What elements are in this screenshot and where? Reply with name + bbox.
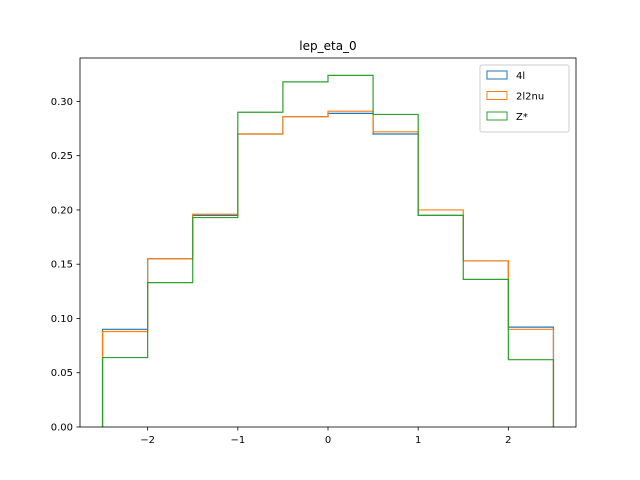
- axes-layer: −2 −1 0 1 2 0.00 0.05 0.10 0.15 0.20 0.25 0.30: [51, 57, 577, 446]
- y-tick-label: 0.20: [51, 205, 73, 216]
- y-tick-label: 0.25: [51, 151, 73, 162]
- chart-title: lep_eta_0: [299, 39, 356, 53]
- series-line-1: [101, 110, 555, 427]
- y-tick-label: 0.15: [51, 260, 73, 271]
- y-tick-label: 0.30: [51, 97, 73, 108]
- legend-swatch-2: [486, 111, 508, 121]
- series-line-2: [101, 74, 555, 427]
- legend-box: [479, 64, 570, 133]
- legend-label-1: 2l2nu: [516, 92, 544, 103]
- legend-label-2: Z*: [516, 112, 528, 123]
- legend-label-0: 4l: [516, 71, 525, 82]
- legend-swatch-0: [486, 70, 508, 80]
- x-tick-label: 2: [505, 435, 511, 446]
- legend: 4l 2l2nu Z*: [479, 64, 570, 133]
- x-tick-label: −1: [230, 435, 245, 446]
- y-tick-label: 0.00: [51, 423, 73, 434]
- series-layer: [101, 74, 555, 427]
- x-tick-label: −2: [140, 435, 155, 446]
- legend-swatch-1: [486, 91, 508, 100]
- x-tick-label: 0: [325, 435, 331, 446]
- y-tick-label: 0.05: [51, 368, 73, 379]
- x-tick-label: 1: [415, 435, 421, 446]
- y-tick-label: 0.10: [51, 314, 73, 325]
